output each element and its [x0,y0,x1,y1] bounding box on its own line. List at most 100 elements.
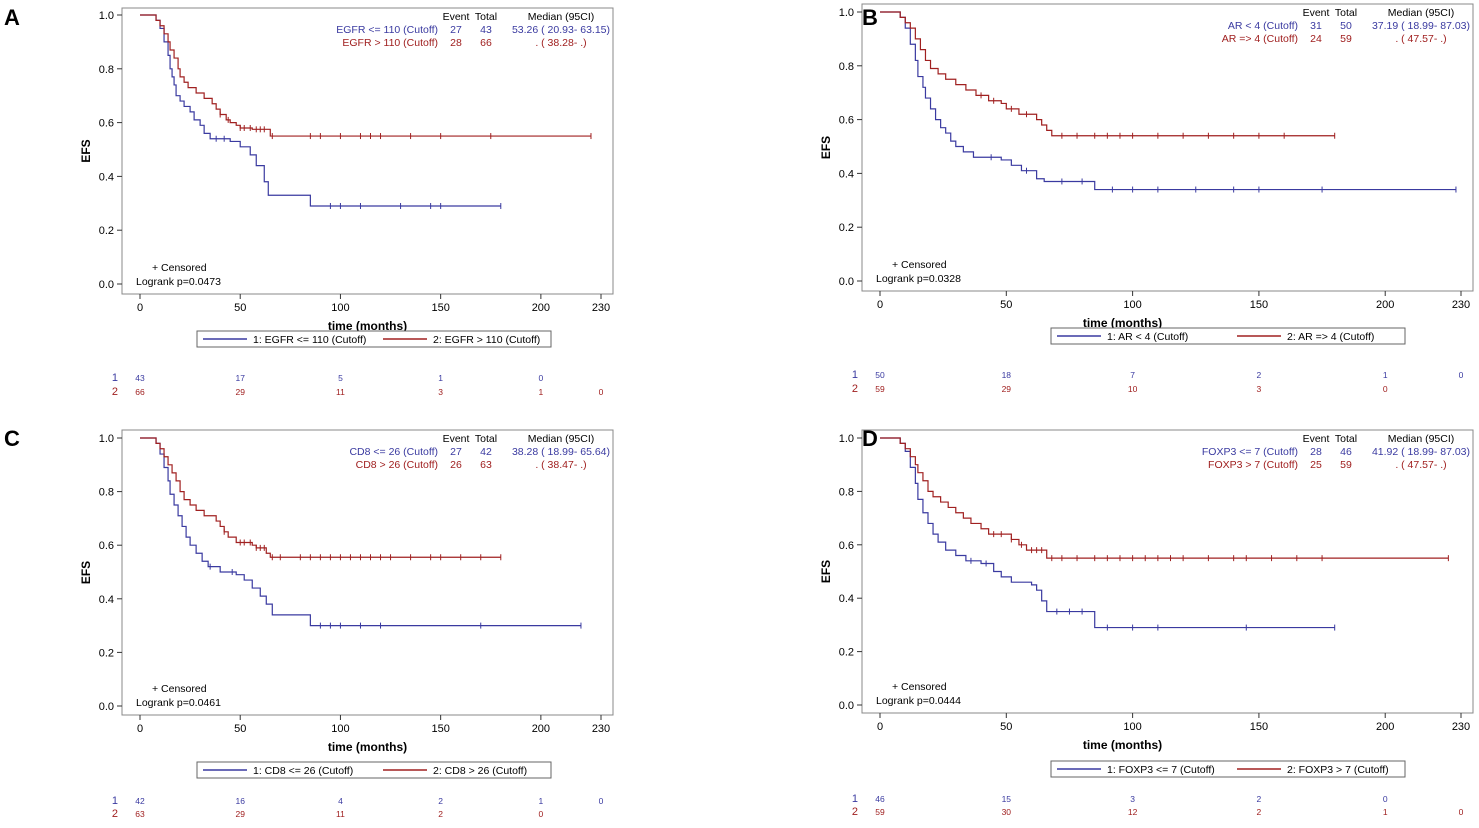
y-tick-label: 0.2 [99,225,114,237]
risk-count: 11 [336,387,345,397]
risk-count: 29 [235,387,245,397]
y-tick-label: 0.6 [99,540,114,552]
risk-row-label: 1 [112,795,118,807]
y-tick-label: 0.2 [99,647,114,659]
table-row-event: 26 [450,459,462,471]
risk-count: 50 [875,370,885,380]
risk-count: 0 [599,796,604,806]
x-tick-label: 100 [331,302,349,314]
risk-count: 1 [1383,370,1388,380]
y-tick-label: 0.8 [99,487,114,499]
plot-frame [121,429,614,716]
table-header-median: Median (95CI) [528,11,595,23]
x-tick-label: 230 [1452,721,1470,733]
y-tick-label: 1.0 [99,10,114,22]
risk-count: 66 [135,387,145,397]
censored-note: + Censored [892,681,947,693]
risk-count: 30 [1002,807,1012,817]
risk-count: 1 [539,387,544,397]
y-tick-label: 0.8 [839,61,854,73]
plot-frame [861,3,1474,292]
survival-curve-2 [140,437,501,558]
table-header-total: Total [1335,433,1357,445]
table-row-label: AR => 4 (Cutoff) [1222,33,1298,45]
table-header-median: Median (95CI) [1388,433,1455,445]
logrank-text: Logrank p=0.0444 [876,695,961,707]
table-row-label: EGFR <= 110 (Cutoff) [336,24,438,36]
panel-c: C 0.0 0.2 0.4 0.6 0.8 1.0 0 50 100 150 200 230 time … [0,414,739,828]
table-row-event: 24 [1310,33,1322,45]
censored-note: + Censored [152,683,207,695]
x-tick-label: 200 [532,302,550,314]
risk-count: 5 [338,373,343,383]
logrank-text: Logrank p=0.0328 [876,273,961,285]
plot-frame [121,7,614,295]
risk-count: 2 [438,809,443,819]
table-row-event: 31 [1310,20,1322,32]
risk-count: 10 [1128,384,1138,394]
x-tick-label: 150 [431,302,449,314]
risk-count: 29 [235,809,245,819]
legend-item-1: 1: EGFR <= 110 (Cutoff) [253,334,366,346]
risk-count: 0 [539,373,544,383]
legend-box [196,761,552,779]
x-tick-label: 100 [1123,721,1141,733]
table-row-median: . ( 47.57- .) [1395,33,1446,45]
table-row-label: EGFR > 110 (Cutoff) [342,37,438,49]
y-tick-label: 0.4 [99,171,114,183]
logrank-text: Logrank p=0.0473 [136,276,221,288]
table-row-median: . ( 47.57- .) [1395,459,1446,471]
x-axis-label: time (months) [328,319,407,333]
x-tick-label: 0 [137,723,143,735]
risk-count: 0 [1459,370,1464,380]
y-tick-label: 0.8 [839,486,854,498]
table-header-event: Event [443,11,470,23]
legend-item-2: 2: CD8 > 26 (Cutoff) [433,765,527,777]
y-tick-label: 0.6 [839,115,854,127]
x-tick-label: 150 [1250,721,1268,733]
x-tick-label: 50 [1000,299,1012,311]
y-axis-label: EFS [79,561,93,584]
risk-row-label: 1 [112,372,118,384]
x-tick-label: 50 [234,723,246,735]
x-tick-label: 0 [877,299,883,311]
legend-item-1: 1: FOXP3 <= 7 (Cutoff) [1107,764,1215,776]
y-axis-label: EFS [79,139,93,162]
y-tick-label: 0.4 [99,594,114,606]
table-row-event: 25 [1310,459,1322,471]
risk-count: 43 [135,373,145,383]
risk-count: 46 [875,794,885,804]
survival-curve-1 [140,437,581,627]
table-header-event: Event [1303,433,1330,445]
risk-count: 4 [338,796,343,806]
y-tick-label: 0.6 [99,118,114,130]
x-tick-label: 50 [1000,721,1012,733]
table-row-median: . ( 38.47- .) [535,459,586,471]
risk-row-label: 2 [852,383,858,395]
table-header-event: Event [1303,7,1330,19]
y-tick-label: 0.0 [99,279,114,291]
risk-count: 15 [1002,794,1012,804]
y-axis-label: EFS [819,136,833,159]
x-tick-label: 150 [1250,299,1268,311]
risk-count: 0 [1383,794,1388,804]
logrank-text: Logrank p=0.0461 [136,697,221,709]
risk-row-label: 2 [112,808,118,820]
table-row-label: CD8 > 26 (Cutoff) [356,459,438,471]
table-row-total: 42 [480,446,492,458]
table-row-event: 28 [1310,446,1322,458]
legend-box [196,330,552,348]
table-row-median: 37.19 ( 18.99- 87.03) [1372,20,1470,32]
x-tick-label: 150 [431,723,449,735]
table-row-total: 50 [1340,20,1352,32]
legend-item-1: 1: CD8 <= 26 (Cutoff) [253,765,353,777]
panel-label: A [4,5,20,30]
table-row-label: CD8 <= 26 (Cutoff) [349,446,438,458]
table-row-event: 28 [450,37,462,49]
risk-count: 2 [1257,807,1262,817]
risk-count: 0 [539,809,544,819]
legend-item-2: 2: AR => 4 (Cutoff) [1287,331,1374,343]
y-tick-label: 0.6 [839,540,854,552]
